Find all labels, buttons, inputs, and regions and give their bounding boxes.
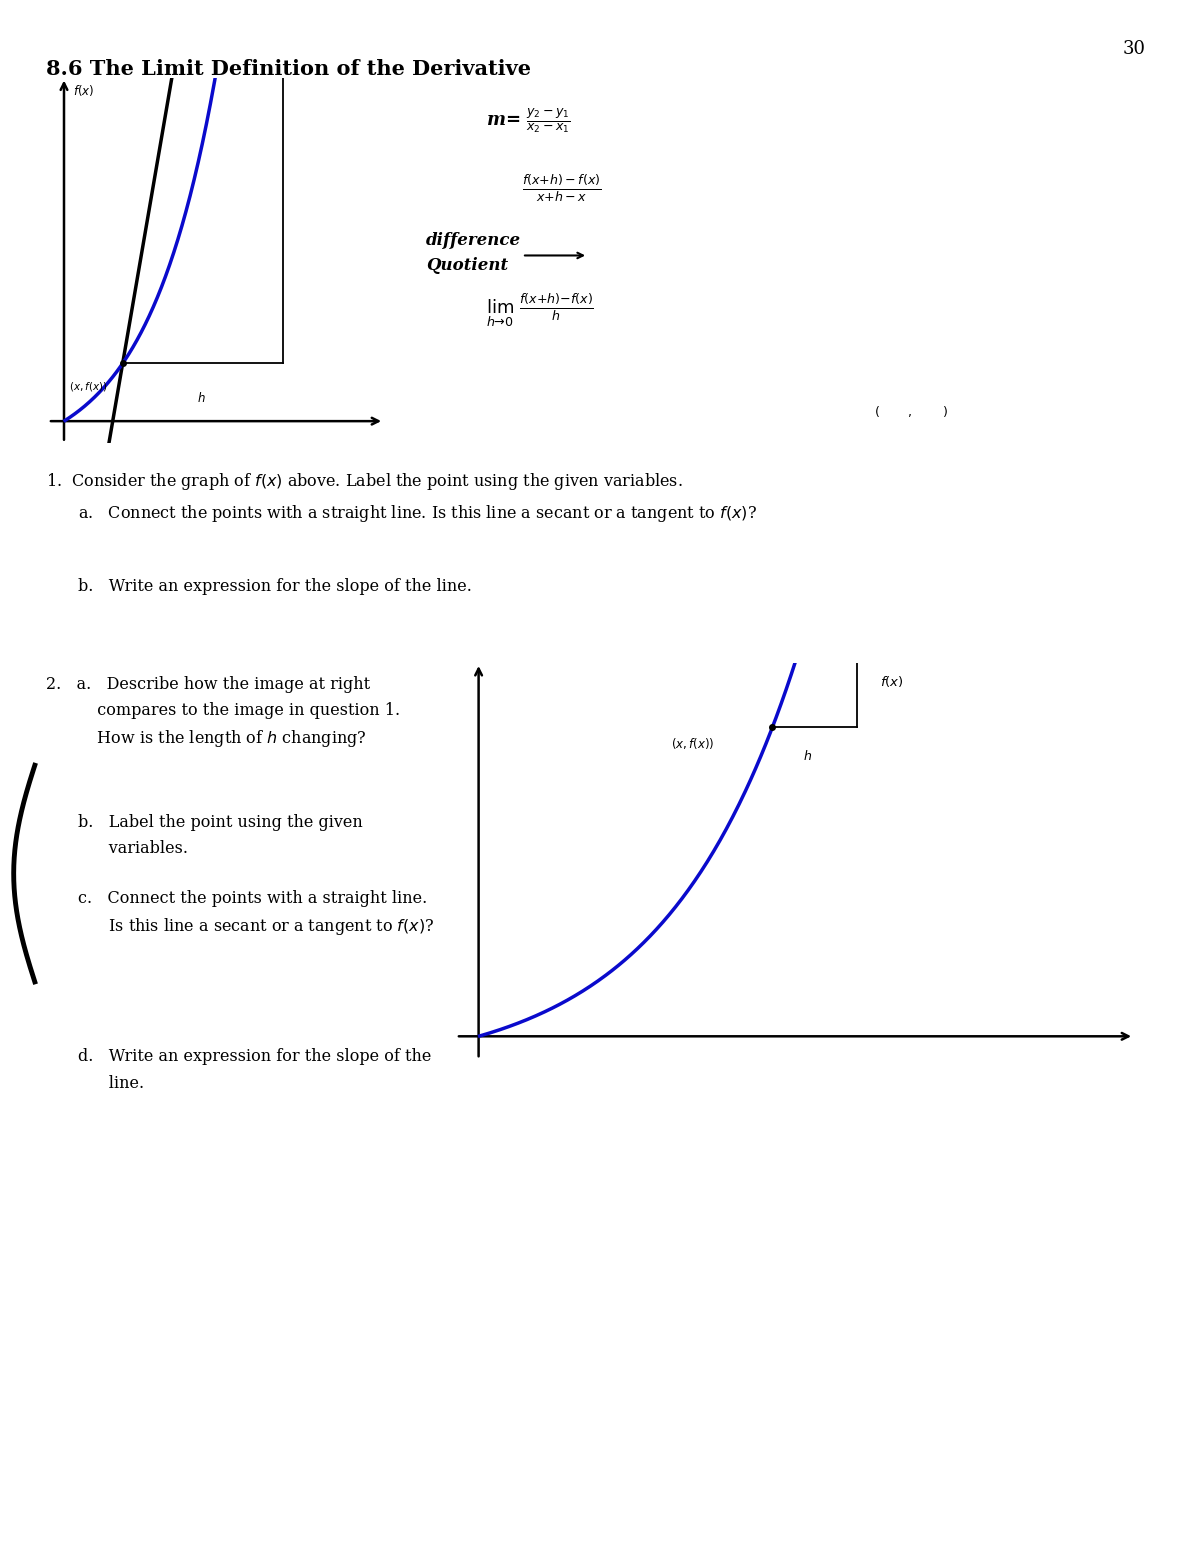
Text: c.   Connect the points with a straight line.: c. Connect the points with a straight li… <box>78 890 427 907</box>
Text: 1.  Consider the graph of $f(x)$ above. Label the point using the given variable: 1. Consider the graph of $f(x)$ above. L… <box>46 471 683 492</box>
Text: b.   Label the point using the given: b. Label the point using the given <box>78 814 362 831</box>
Text: line.: line. <box>78 1075 144 1092</box>
Text: b.   Write an expression for the slope of the line.: b. Write an expression for the slope of … <box>78 578 472 595</box>
Text: $(x, f(x))$: $(x, f(x))$ <box>70 379 108 393</box>
Text: $\lim_{h \to 0}\ \frac{f(x{+}h)-f(x)}{h}$: $\lim_{h \to 0}\ \frac{f(x{+}h)-f(x)}{h}… <box>486 292 594 329</box>
Text: $(x, f(x))$: $(x, f(x))$ <box>671 736 714 752</box>
Text: d.   Write an expression for the slope of the: d. Write an expression for the slope of … <box>78 1048 431 1065</box>
Text: How is the length of $h$ changing?: How is the length of $h$ changing? <box>46 728 366 750</box>
Text: Quotient: Quotient <box>426 258 508 273</box>
Text: 2.   a.   Describe how the image at right: 2. a. Describe how the image at right <box>46 676 370 693</box>
Text: Is this line a secant or a tangent to $f(x)$?: Is this line a secant or a tangent to $f… <box>78 916 434 938</box>
Text: difference: difference <box>426 233 521 248</box>
Text: 8.6 The Limit Definition of the Derivative: 8.6 The Limit Definition of the Derivati… <box>46 59 530 79</box>
Text: a.   Connect the points with a straight line. Is this line a secant or a tangent: a. Connect the points with a straight li… <box>78 503 757 525</box>
Text: $h$: $h$ <box>197 391 206 405</box>
Text: $(\ \ \ \ \ \ \ ,\ \ \ \ \ \ \ )$: $(\ \ \ \ \ \ \ ,\ \ \ \ \ \ \ )$ <box>874 404 948 419</box>
Text: compares to the image in question 1.: compares to the image in question 1. <box>46 702 400 719</box>
Text: 30: 30 <box>1123 40 1146 59</box>
Text: $\frac{f(x{+}h)-f(x)}{x{+}h-x}$: $\frac{f(x{+}h)-f(x)}{x{+}h-x}$ <box>522 174 601 205</box>
Text: m= $\frac{y_2 - y_1}{x_2 - x_1}$: m= $\frac{y_2 - y_1}{x_2 - x_1}$ <box>486 107 571 135</box>
Text: $f(x)$: $f(x)$ <box>880 674 904 690</box>
Text: variables.: variables. <box>78 840 188 857</box>
Text: $f(x)$: $f(x)$ <box>72 82 94 98</box>
Text: $h$: $h$ <box>804 749 812 763</box>
